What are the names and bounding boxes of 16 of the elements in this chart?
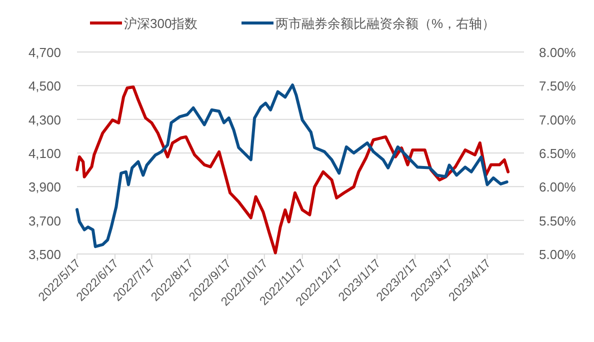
y-tick-label: 4,700 [28, 45, 61, 60]
y2-tick-label: 7.00% [539, 112, 576, 128]
y2-tick-label: 8.00% [539, 45, 576, 60]
y-tick-label: 3,500 [28, 247, 61, 262]
y-tick-label: 4,500 [28, 78, 61, 94]
y2-tick-label: 5.00% [539, 247, 576, 262]
legend-label: 沪深300指数 [124, 16, 198, 31]
y2-tick-label: 6.00% [539, 180, 576, 195]
y-tick-label: 3,900 [28, 180, 61, 195]
y-tick-label: 4,300 [28, 112, 61, 128]
y2-tick-label: 6.50% [539, 146, 576, 161]
y-tick-label: 3,700 [28, 213, 61, 228]
y2-tick-label: 5.50% [539, 213, 576, 228]
y2-tick-label: 7.50% [539, 78, 576, 94]
y-tick-label: 4,100 [28, 146, 61, 161]
legend-label: 两市融券余额比融资余额（%，右轴） [276, 16, 496, 31]
